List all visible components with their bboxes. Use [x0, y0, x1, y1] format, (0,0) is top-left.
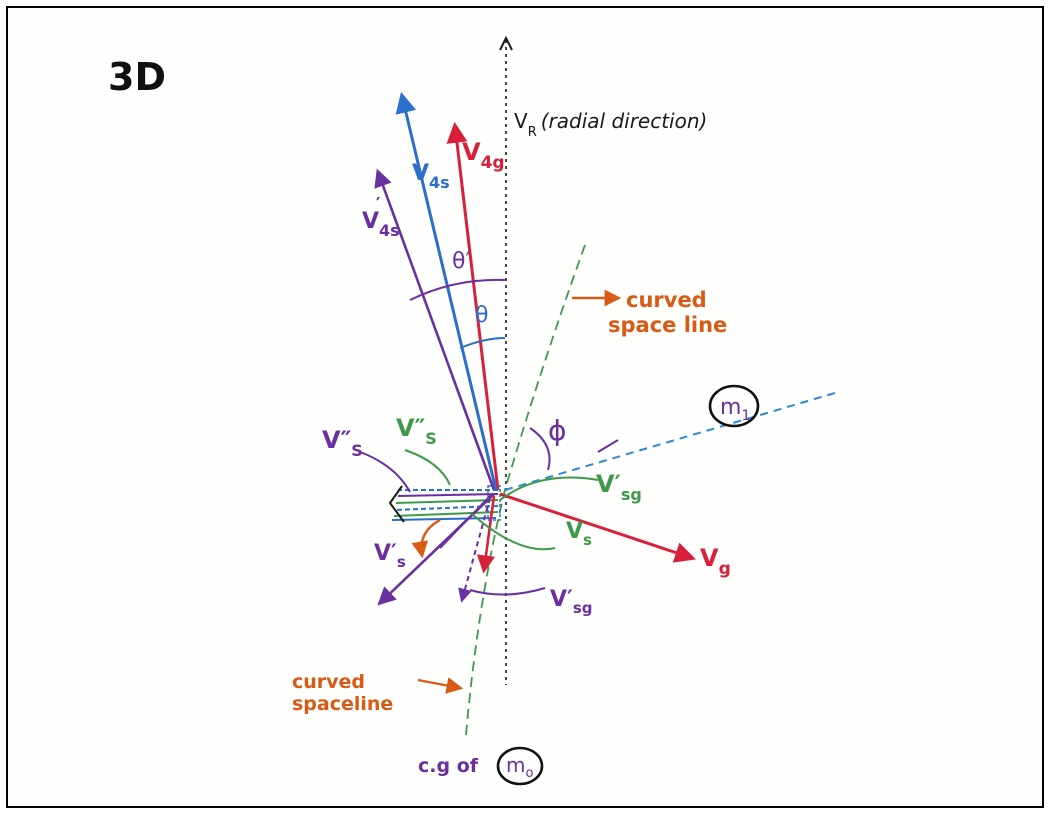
curved-space-label-top-line1: curved [626, 288, 707, 312]
vs-dprime-purple-label: V″S [322, 426, 363, 460]
m1-circle [708, 384, 760, 428]
vr-label: VR (radial direction) [514, 109, 707, 140]
vs-prime-purple-label: V′s [374, 541, 406, 571]
v4s-prime-vector [374, 168, 496, 491]
horizontal-vector-bundle [388, 485, 501, 523]
curved-space-label-bottom-line2: spaceline [292, 693, 393, 715]
orange-rotation-arc [411, 518, 441, 559]
figure-frame [6, 6, 1044, 808]
vs-dprime-purple-arc [359, 451, 411, 493]
v4g-label: V4g [462, 138, 505, 173]
cg-label: c.g of [418, 755, 479, 777]
vsg-prime-green-arc [499, 476, 599, 501]
m1-label: m1 [720, 395, 750, 424]
vs-green-label: Vs [566, 519, 592, 549]
vsg-prime-purple-label: V′sg [550, 587, 593, 617]
theta-arc [459, 337, 506, 349]
theta-prime-label: θ′ [452, 249, 470, 274]
vg-label: Vg [700, 544, 731, 579]
figure-title: 3D [108, 55, 166, 99]
theta-prime-arc [409, 278, 506, 301]
curved-space-label-top-line2: space line [608, 313, 727, 337]
m1-direction-tick [597, 439, 619, 453]
vs-green-arc [471, 513, 556, 551]
v4s-prime-label: V4s′ [362, 194, 400, 240]
vsg-prime-purple-arc [469, 587, 546, 596]
theta-label: θ [475, 303, 488, 328]
m0-circle [496, 746, 544, 786]
line-to-m1 [504, 392, 836, 491]
v-down-red [476, 495, 496, 574]
curved-bottom-pointer [417, 677, 464, 694]
vg-vector [499, 492, 696, 563]
radial-arrowhead [499, 35, 513, 51]
curved-space-label-bottom-line1: curved [292, 671, 365, 693]
v4s-vector [395, 91, 498, 491]
v4s-label: V4s [412, 161, 450, 192]
m0-label: mo [506, 753, 533, 781]
v4g-vector [446, 121, 500, 491]
phi-arc [529, 427, 551, 471]
vs-dprime-green-label: V″S [396, 414, 437, 448]
vs-dprime-green-arc [404, 449, 451, 486]
vs-secondary-vector [439, 493, 493, 549]
phi-label: ϕ [548, 414, 566, 447]
vsg-prime-green-label: V′sg [596, 470, 642, 504]
